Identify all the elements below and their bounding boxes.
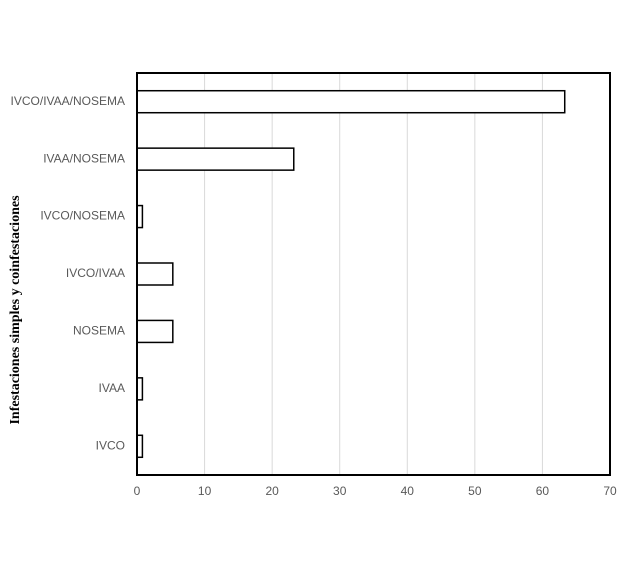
x-tick-label: 50	[468, 484, 482, 498]
x-tick-label: 70	[603, 484, 617, 498]
bar	[136, 319, 174, 344]
y-tick-label: IVCO/NOSEMA	[40, 209, 125, 223]
x-tick-label: 40	[401, 484, 415, 498]
y-tick-label: IVCO/IVAA	[66, 266, 125, 280]
y-tick-label: IVCO	[96, 438, 125, 452]
y-tick-label: IVAA	[99, 381, 125, 395]
x-tick-label: 10	[198, 484, 212, 498]
y-axis-label: Infestaciones simples y coinfestaciones	[8, 195, 23, 425]
bar	[136, 147, 295, 171]
y-tick-label: IVCO/IVAA/NOSEMA	[11, 94, 125, 108]
bar	[136, 262, 174, 286]
x-tick-label: 30	[333, 484, 347, 498]
x-tick-label: 0	[134, 484, 141, 498]
x-tick-label: 60	[536, 484, 550, 498]
bar	[136, 89, 566, 114]
y-tick-label: NOSEMA	[73, 324, 125, 338]
y-tick-label: IVAA/NOSEMA	[43, 151, 125, 165]
x-tick-label: 20	[265, 484, 279, 498]
plot-frame	[136, 72, 611, 476]
